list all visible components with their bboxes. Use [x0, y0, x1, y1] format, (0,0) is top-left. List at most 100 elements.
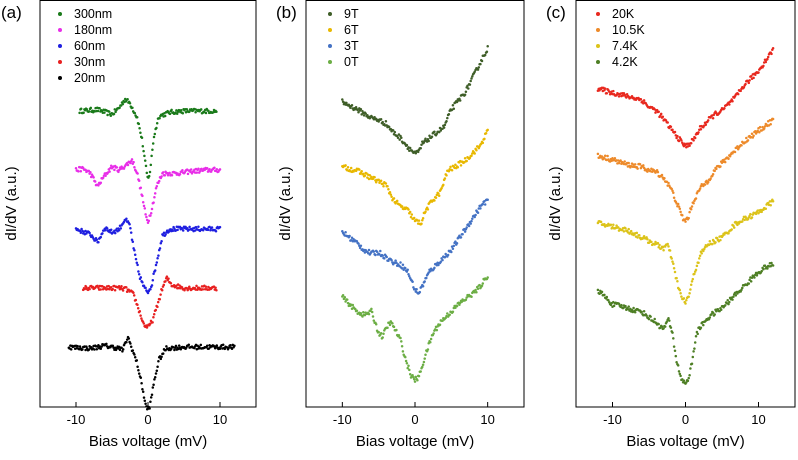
data-point: [149, 396, 153, 399]
data-point: [149, 400, 152, 404]
data-point: [455, 304, 459, 308]
data-point: [753, 276, 756, 279]
data-point: [194, 225, 198, 229]
data-point: [484, 131, 488, 135]
data-point: [215, 288, 218, 292]
data-point: [658, 243, 661, 247]
data-point: [161, 352, 165, 355]
data-point: [379, 332, 383, 335]
legend-marker: [328, 60, 332, 64]
data-point: [447, 169, 451, 173]
data-point: [686, 379, 690, 383]
legend-marker: [58, 44, 62, 48]
data-point: [476, 68, 480, 71]
data-point: [742, 86, 746, 89]
x-tick-label: -10: [333, 412, 352, 427]
data-point: [128, 102, 132, 105]
data-point: [382, 332, 385, 335]
data-point: [187, 110, 191, 114]
data-point: [343, 296, 347, 299]
data-point: [694, 334, 698, 338]
data-point: [104, 174, 107, 178]
data-point: [458, 99, 462, 102]
data-point: [463, 156, 467, 160]
data-point: [681, 141, 684, 144]
data-point: [205, 167, 209, 170]
data-point: [645, 236, 648, 239]
data-point: [695, 264, 699, 268]
data-point: [680, 295, 683, 298]
data-point: [146, 221, 150, 225]
data-point: [139, 314, 142, 317]
data-point: [479, 207, 482, 210]
data-point: [678, 372, 682, 376]
data-point: [766, 201, 770, 205]
data-point: [381, 336, 384, 339]
data-point: [713, 169, 716, 173]
legend-label: 60nm: [74, 39, 105, 53]
data-point: [359, 107, 363, 111]
data-point: [181, 227, 184, 230]
data-point: [215, 110, 218, 114]
data-point: [122, 220, 126, 224]
data-point: [372, 319, 376, 322]
data-point: [727, 157, 730, 160]
data-point: [390, 195, 393, 198]
data-point: [408, 210, 412, 214]
data-point: [653, 317, 656, 321]
data-point: [477, 66, 481, 69]
data-point: [139, 131, 142, 134]
data-point: [425, 276, 428, 280]
data-point: [160, 239, 163, 243]
data-point: [771, 200, 775, 203]
x-axis-label: Bias voltage (mV): [89, 433, 207, 450]
data-point: [163, 174, 167, 177]
data-point: [708, 316, 712, 319]
data-point: [679, 210, 682, 214]
data-point: [173, 227, 176, 231]
data-point: [136, 365, 139, 368]
data-point: [160, 288, 164, 292]
data-point: [162, 231, 166, 234]
data-point: [719, 308, 723, 312]
data-point: [760, 269, 763, 273]
data-point: [646, 170, 649, 173]
data-point: [412, 216, 416, 220]
data-point: [642, 235, 646, 238]
data-point: [761, 125, 764, 129]
data-point: [391, 322, 394, 325]
data-point: [711, 173, 715, 176]
data-point: [134, 298, 138, 302]
data-point: [433, 199, 436, 202]
data-point: [367, 312, 371, 316]
data-point: [156, 305, 159, 309]
data-point: [195, 284, 198, 288]
data-point: [668, 249, 672, 252]
data-point: [439, 260, 443, 263]
data-point: [426, 348, 430, 351]
data-point: [109, 285, 113, 289]
data-point: [452, 107, 456, 110]
data-point: [470, 219, 473, 223]
data-point: [764, 60, 768, 64]
data-point: [129, 231, 133, 234]
data-point: [395, 261, 398, 264]
data-point: [689, 283, 693, 286]
data-point: [766, 267, 769, 270]
data-point: [128, 223, 131, 226]
data-point: [414, 375, 418, 379]
data-point: [144, 213, 147, 216]
data-point: [452, 244, 456, 248]
data-point: [741, 286, 744, 290]
data-point: [685, 298, 688, 302]
data-point: [424, 137, 427, 140]
data-point: [137, 368, 140, 372]
data-point: [79, 231, 83, 235]
data-point: [221, 343, 225, 347]
data-point: [693, 347, 696, 350]
data-point: [671, 128, 674, 132]
series-3: [341, 198, 489, 295]
data-point: [625, 96, 628, 99]
data-point: [421, 218, 424, 222]
data-point: [421, 217, 425, 220]
